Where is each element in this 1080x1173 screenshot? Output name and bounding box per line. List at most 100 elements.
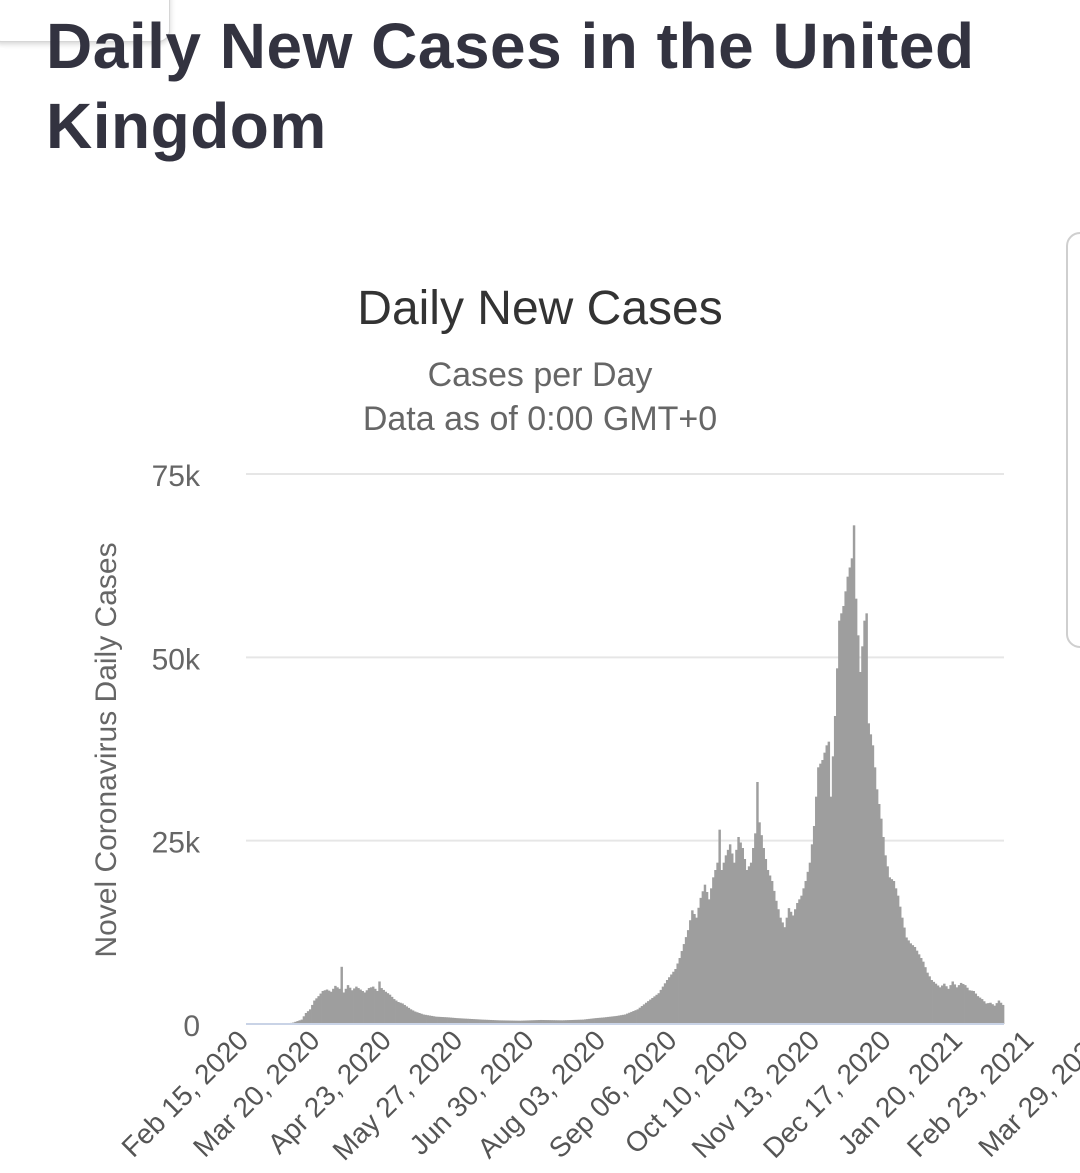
bar (298, 1020, 301, 1024)
bar (779, 917, 782, 1024)
bar (321, 991, 325, 1024)
bar (405, 1006, 409, 1024)
bar (768, 875, 772, 1024)
bar (466, 1018, 469, 1024)
bar (686, 930, 690, 1024)
bar (920, 958, 923, 1024)
bar (506, 1020, 509, 1024)
bar (930, 980, 933, 1024)
bar (842, 606, 845, 1024)
grid-lines (246, 473, 1004, 842)
bar (586, 1019, 589, 1024)
bar (659, 989, 663, 1024)
bar (458, 1018, 461, 1024)
bar (781, 922, 784, 1024)
bar (539, 1019, 543, 1024)
bar (691, 910, 694, 1024)
bar (735, 849, 738, 1024)
bar (308, 1009, 312, 1024)
bar (789, 911, 793, 1024)
bar (951, 981, 954, 1024)
bar (880, 818, 883, 1024)
bar (941, 985, 944, 1024)
bar (697, 907, 700, 1024)
bar (689, 920, 692, 1024)
bar (588, 1018, 591, 1024)
bar (810, 844, 814, 1024)
y-tick-label: 0 (183, 1010, 200, 1043)
bar (838, 620, 841, 1024)
bar (340, 966, 343, 1024)
bar (411, 1010, 415, 1024)
bar (634, 1010, 637, 1024)
bar (445, 1017, 448, 1024)
bar (714, 870, 717, 1024)
bar (546, 1020, 549, 1024)
bar (802, 888, 805, 1024)
bar (602, 1017, 606, 1024)
bar (825, 745, 828, 1024)
bar (420, 1013, 423, 1024)
bar (632, 1011, 635, 1024)
bar (682, 944, 686, 1024)
bar (451, 1017, 455, 1024)
bar (915, 950, 919, 1024)
bar (558, 1020, 562, 1024)
bar (653, 996, 656, 1024)
bar (917, 954, 921, 1024)
bar (556, 1020, 560, 1024)
bar (476, 1019, 480, 1024)
bar (699, 897, 702, 1024)
bar (369, 987, 373, 1024)
bar (554, 1020, 558, 1024)
bar (907, 940, 910, 1024)
bar (497, 1020, 501, 1024)
bar (836, 668, 839, 1024)
bar (989, 1002, 992, 1024)
bar (460, 1018, 463, 1024)
bar (684, 937, 688, 1024)
bar (983, 1001, 986, 1024)
bar (957, 985, 961, 1024)
bar (300, 1019, 304, 1024)
bar (313, 1000, 316, 1024)
bar (397, 1002, 400, 1024)
bar (565, 1020, 568, 1024)
bar (1001, 1004, 1005, 1024)
close-panel-button[interactable] (0, 0, 170, 42)
bar (710, 888, 713, 1024)
bar (938, 987, 942, 1024)
bar (980, 999, 984, 1024)
bar (605, 1017, 608, 1024)
bar (642, 1004, 646, 1024)
bar (655, 994, 658, 1024)
bar (348, 987, 352, 1024)
bar (890, 879, 894, 1024)
bar (395, 1000, 398, 1024)
bar (550, 1020, 553, 1024)
bar (491, 1020, 495, 1024)
bar (567, 1020, 570, 1024)
bar (363, 992, 367, 1024)
bar (831, 756, 835, 1024)
bar (970, 990, 973, 1024)
chart-subtitle-1: Cases per Day (428, 356, 653, 394)
bar (850, 558, 854, 1024)
bar (747, 866, 751, 1024)
bar (403, 1004, 406, 1024)
bar (334, 985, 337, 1024)
bar (676, 963, 679, 1024)
bar (777, 909, 780, 1024)
y-tick-label: 50k (152, 643, 201, 676)
bar (344, 988, 348, 1024)
bar (594, 1018, 598, 1024)
bar (535, 1020, 539, 1024)
bar (695, 917, 698, 1024)
bar (854, 598, 858, 1024)
bar (749, 862, 753, 1024)
bar (504, 1020, 507, 1024)
bar (894, 888, 898, 1024)
bar (401, 1003, 404, 1024)
bar (718, 829, 721, 1024)
bar (481, 1019, 484, 1024)
